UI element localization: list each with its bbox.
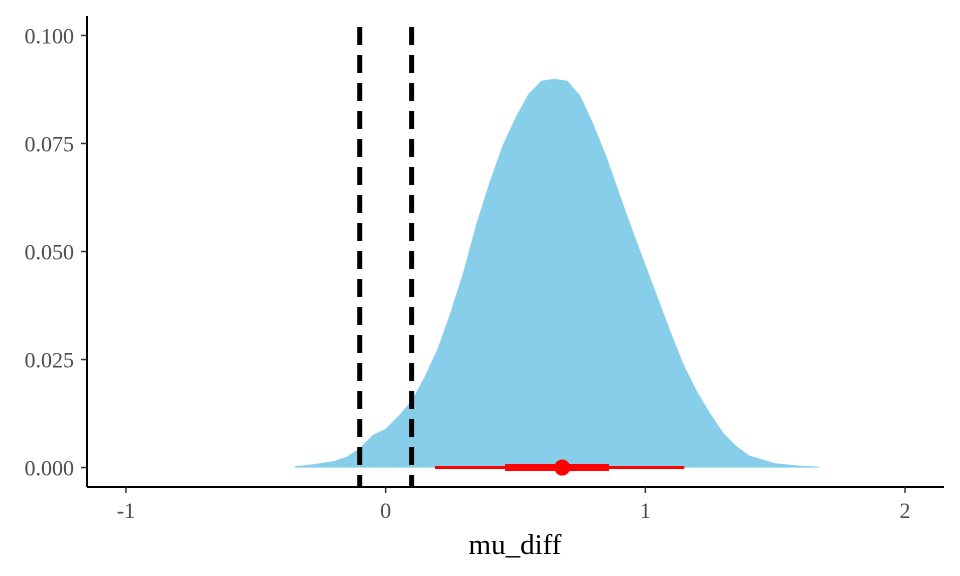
y-axis-ticks: 0.000 0.025 0.050 0.075 0.100 bbox=[25, 23, 87, 481]
density-layer bbox=[294, 78, 820, 468]
y-tick-label: 0.025 bbox=[25, 348, 75, 373]
x-tick-label: -1 bbox=[117, 498, 135, 523]
x-tick-label: 1 bbox=[640, 498, 651, 523]
y-tick-label: 0.100 bbox=[25, 23, 75, 48]
point-estimate bbox=[554, 459, 571, 476]
reference-lines bbox=[357, 27, 415, 487]
density-area bbox=[294, 78, 820, 468]
y-tick-label: 0.000 bbox=[25, 456, 75, 481]
x-tick-label: 2 bbox=[900, 498, 911, 523]
x-tick-label: 0 bbox=[380, 498, 391, 523]
point-interval bbox=[434, 459, 685, 476]
x-axis-ticks: -1 0 1 2 bbox=[117, 487, 911, 523]
y-tick-label: 0.050 bbox=[25, 240, 75, 265]
y-tick-label: 0.075 bbox=[25, 131, 75, 156]
x-axis-title: mu_diff bbox=[469, 529, 562, 561]
